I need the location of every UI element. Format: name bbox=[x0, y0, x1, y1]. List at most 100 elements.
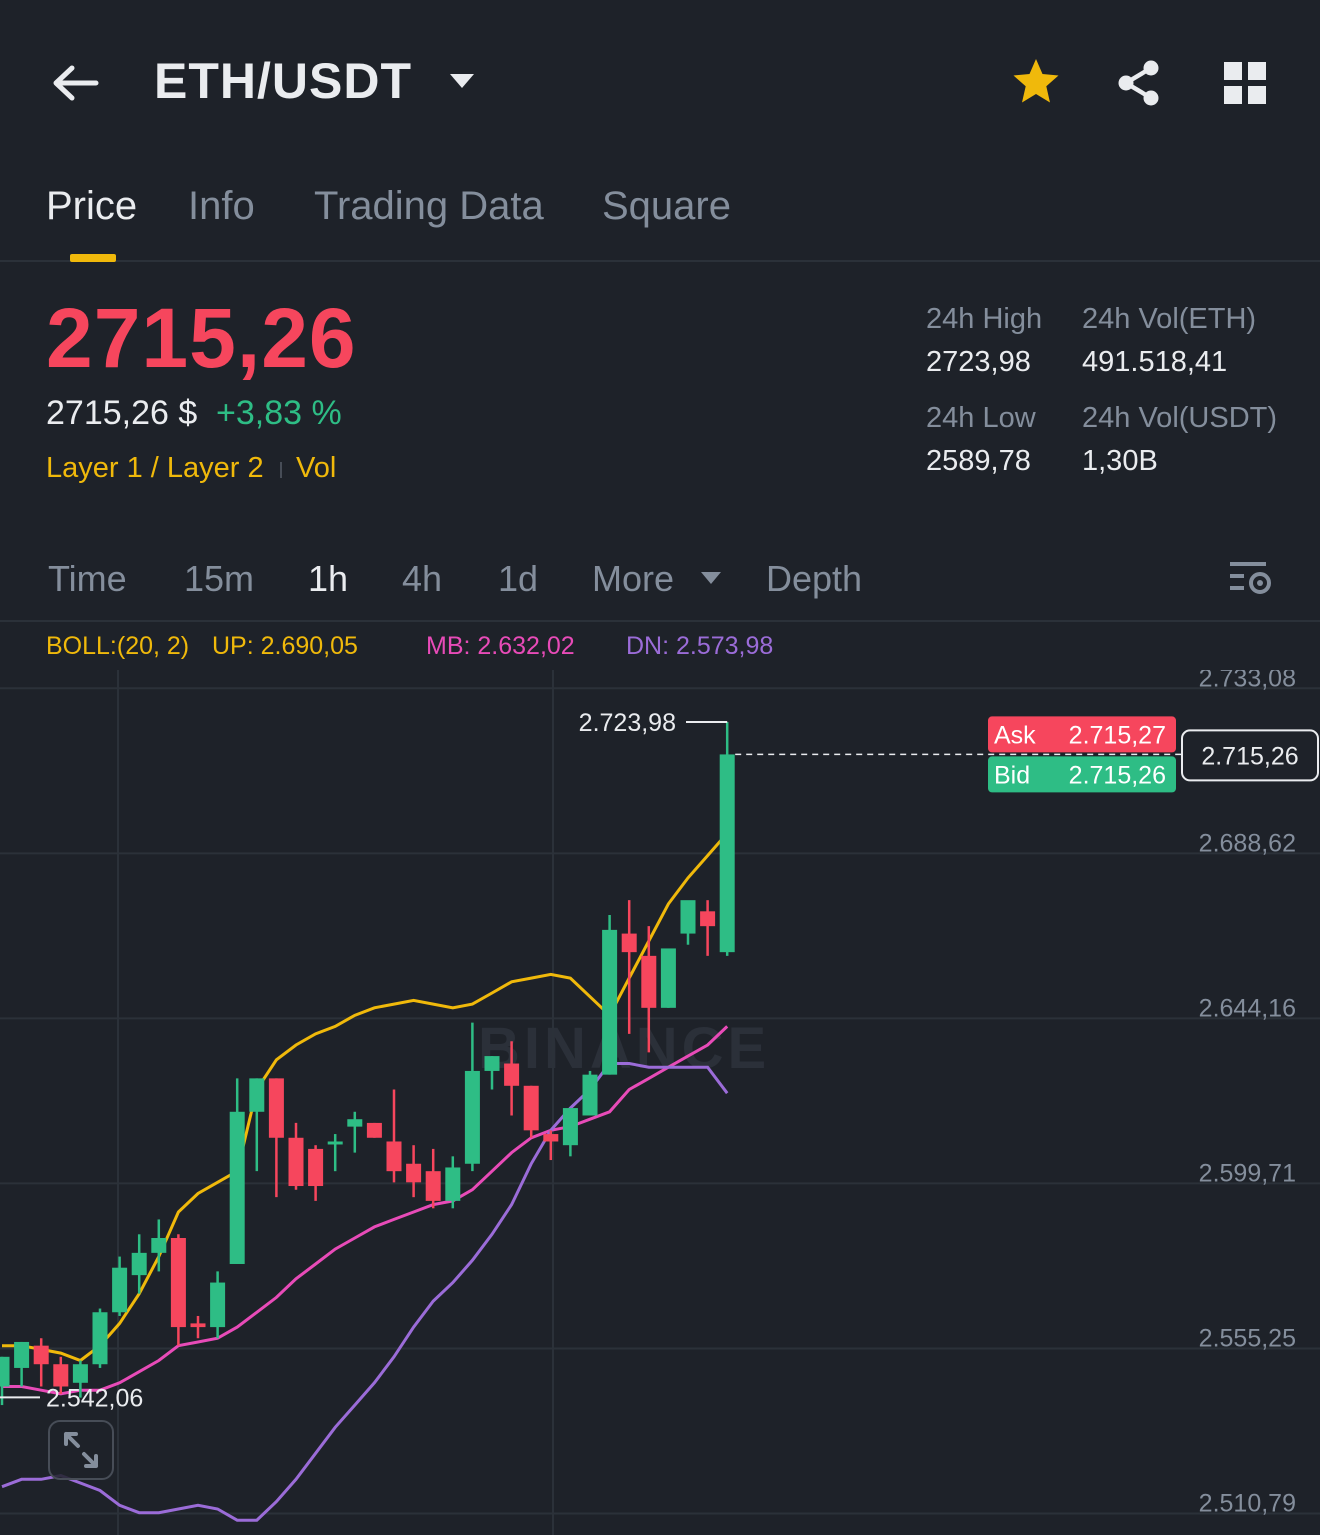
candle-body bbox=[719, 754, 735, 953]
last-price-marker-label: 2.715,26 bbox=[1201, 742, 1298, 770]
candle bbox=[151, 1219, 167, 1272]
candle-body bbox=[170, 1238, 186, 1328]
back-arrow-icon[interactable] bbox=[48, 56, 102, 110]
candle bbox=[33, 1338, 49, 1387]
candle-body bbox=[445, 1167, 461, 1201]
vol-tag[interactable]: Vol bbox=[296, 452, 337, 484]
low-marker-label: 2.542,06 bbox=[46, 1384, 143, 1412]
candle-body bbox=[190, 1323, 206, 1328]
candle-body bbox=[14, 1341, 30, 1368]
candle-body bbox=[151, 1238, 167, 1253]
y-axis-tick: 2.688,62 bbox=[1199, 829, 1296, 857]
candle bbox=[406, 1145, 422, 1198]
candle-body bbox=[347, 1119, 363, 1127]
interval-1d[interactable]: 1d bbox=[498, 558, 539, 599]
interval-15m[interactable]: 15m bbox=[184, 558, 255, 599]
candle bbox=[621, 900, 637, 1034]
interval-time[interactable]: Time bbox=[48, 558, 127, 599]
candle bbox=[347, 1111, 363, 1153]
category-tag[interactable]: Layer 1 / Layer 2 bbox=[46, 452, 264, 484]
chart-grid bbox=[0, 670, 1320, 1535]
candle bbox=[268, 1078, 284, 1198]
candle bbox=[464, 1022, 480, 1172]
candle-body bbox=[425, 1171, 441, 1201]
low-label: 24h Low bbox=[926, 402, 1036, 434]
candle bbox=[327, 1134, 343, 1172]
candle bbox=[523, 1085, 539, 1138]
tab-square[interactable]: Square bbox=[602, 184, 731, 228]
chevron-down-icon[interactable] bbox=[700, 570, 722, 586]
pair-title[interactable]: ETH/USDT bbox=[154, 53, 412, 109]
low-value: 2589,78 bbox=[926, 445, 1031, 477]
interval-1h[interactable]: 1h bbox=[308, 558, 349, 599]
candle bbox=[386, 1089, 402, 1183]
usd-price: 2715,26 $ bbox=[46, 394, 198, 432]
candle bbox=[92, 1308, 108, 1368]
candle-body bbox=[112, 1267, 128, 1313]
candle bbox=[72, 1360, 88, 1398]
ask-value: 2.715,27 bbox=[1069, 721, 1166, 749]
candle bbox=[210, 1271, 226, 1339]
last-price: 2715,26 bbox=[46, 291, 357, 385]
candle-body bbox=[562, 1108, 578, 1146]
chevron-down-icon[interactable] bbox=[448, 70, 476, 92]
boll-dn: DN: 2.573,98 bbox=[626, 632, 774, 660]
vol-eth-label: 24h Vol(ETH) bbox=[1082, 303, 1257, 335]
tab-info[interactable]: Info bbox=[188, 184, 255, 228]
tab-bar: Price Info Trading Data Square bbox=[0, 180, 1320, 262]
candle-body bbox=[210, 1282, 226, 1328]
candle-body bbox=[504, 1063, 520, 1086]
boll-label: BOLL:(20, 2) bbox=[46, 632, 190, 660]
vol-usdt-label: 24h Vol(USDT) bbox=[1082, 402, 1278, 434]
high-label: 24h High bbox=[926, 303, 1043, 335]
candlestick-chart[interactable]: BINANCE 2.733,08 2.688,62 2.644,16 2.599,71… bbox=[0, 670, 1320, 1535]
expand-icon bbox=[64, 1432, 98, 1468]
boll-up: UP: 2.690,05 bbox=[212, 632, 358, 660]
active-tab-indicator bbox=[70, 254, 116, 262]
candle-body bbox=[92, 1312, 108, 1365]
candle bbox=[229, 1078, 245, 1264]
candle-body bbox=[249, 1078, 265, 1112]
y-axis-tick: 2.510,79 bbox=[1199, 1490, 1296, 1518]
candle bbox=[445, 1156, 461, 1209]
candle bbox=[660, 948, 676, 1008]
candle-body bbox=[543, 1134, 559, 1142]
candle-body bbox=[366, 1122, 382, 1138]
candle-body bbox=[268, 1078, 284, 1138]
share-icon[interactable] bbox=[1114, 58, 1164, 108]
candle-body bbox=[386, 1141, 402, 1172]
interval-depth[interactable]: Depth bbox=[766, 558, 863, 599]
y-axis-tick: 2.733,08 bbox=[1199, 670, 1296, 692]
candle-body bbox=[131, 1252, 147, 1276]
candle bbox=[170, 1234, 186, 1346]
bid-label: Bid bbox=[994, 761, 1030, 789]
candle-body bbox=[327, 1141, 343, 1145]
boll-upper-line bbox=[2, 832, 729, 1363]
chart-settings-icon[interactable] bbox=[1228, 558, 1274, 598]
star-icon[interactable] bbox=[1010, 56, 1062, 108]
candle-body bbox=[700, 911, 716, 927]
candle bbox=[425, 1148, 441, 1209]
candle bbox=[504, 1041, 520, 1116]
interval-more[interactable]: More bbox=[592, 558, 675, 599]
grid-icon[interactable] bbox=[1222, 60, 1268, 106]
interval-4h[interactable]: 4h bbox=[402, 558, 443, 599]
last-price-marker bbox=[1181, 729, 1319, 782]
candle bbox=[53, 1356, 69, 1394]
ask-label: Ask bbox=[994, 721, 1036, 749]
candle bbox=[641, 926, 657, 1053]
candle-body bbox=[72, 1364, 88, 1383]
candle-body bbox=[288, 1137, 304, 1187]
candle-body bbox=[308, 1148, 324, 1187]
vol-usdt-value: 1,30B bbox=[1082, 445, 1158, 477]
tab-trading-data[interactable]: Trading Data bbox=[314, 184, 544, 228]
y-axis-tick: 2.599,71 bbox=[1199, 1159, 1296, 1187]
fullscreen-button[interactable] bbox=[48, 1420, 114, 1480]
chart-canvas[interactable]: BINANCE 2.733,08 2.688,62 2.644,16 2.599,71… bbox=[0, 670, 1320, 1535]
bid-tag bbox=[988, 756, 1176, 793]
tab-price[interactable]: Price bbox=[46, 184, 138, 228]
candle bbox=[700, 900, 716, 956]
tag-divider bbox=[280, 462, 282, 478]
candle-body bbox=[484, 1056, 500, 1071]
candle bbox=[719, 722, 735, 956]
